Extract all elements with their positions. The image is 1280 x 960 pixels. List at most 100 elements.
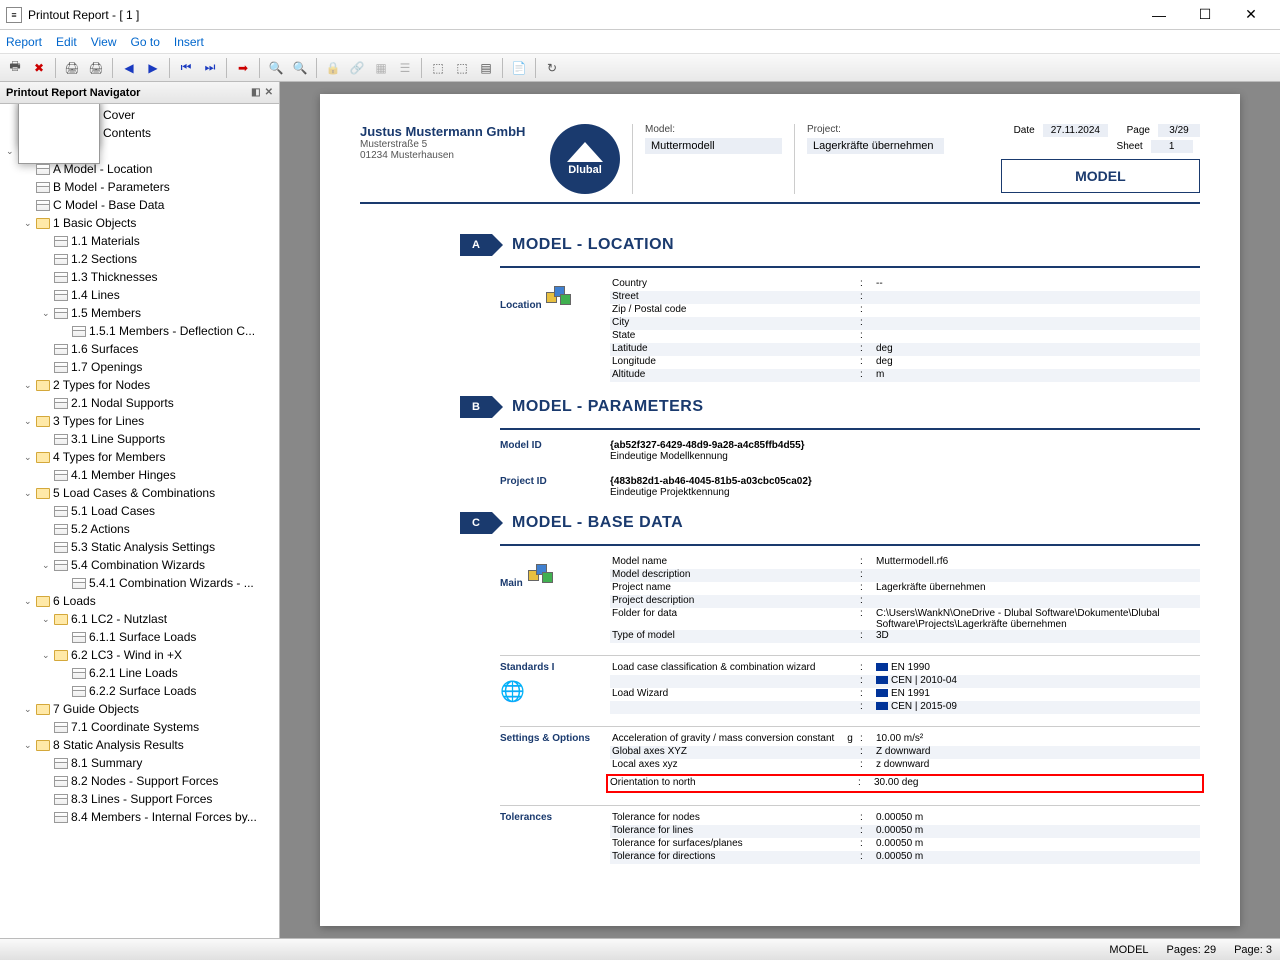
section-b-tag: B (460, 396, 492, 418)
tree-item[interactable]: A Model - Location (0, 160, 279, 178)
tree-item[interactable]: Contents (0, 124, 279, 142)
hl-sym (838, 777, 858, 790)
zoomin-icon[interactable]: 🔍 (265, 57, 287, 79)
tree-item[interactable]: 6.2.2 Surface Loads (0, 682, 279, 700)
page1-icon[interactable]: ⬚ (427, 57, 449, 79)
section-a-tag: A (460, 234, 492, 256)
tree-item[interactable]: ⌄1.5 Members (0, 304, 279, 322)
tree-item[interactable]: ⌄8 Static Analysis Results (0, 736, 279, 754)
document-viewport[interactable]: Justus Mustermann GmbH Musterstraße 5 01… (280, 82, 1280, 938)
navigator-tree[interactable]: CoverContents⌄RFEMA Model - LocationB Mo… (0, 104, 279, 938)
refresh-icon[interactable]: ↻ (541, 57, 563, 79)
tree-item[interactable]: 5.2 Actions (0, 520, 279, 538)
delete-icon[interactable]: ✖ (28, 57, 50, 79)
printer-icon[interactable]: 🖨 (61, 57, 83, 79)
color-icon[interactable]: ▤ (475, 57, 497, 79)
logo-text: Dlubal (568, 164, 602, 176)
tree-item[interactable]: ⌄3 Types for Lines (0, 412, 279, 430)
tree-item[interactable]: 6.1.1 Surface Loads (0, 628, 279, 646)
tree-item[interactable]: 8.4 Members - Internal Forces by... (0, 808, 279, 826)
doc-icon[interactable]: 📄 (508, 57, 530, 79)
tree-item[interactable]: 1.4 Lines (0, 286, 279, 304)
menu-report[interactable]: Report (6, 35, 42, 49)
tree-item[interactable]: 1.6 Surfaces (0, 340, 279, 358)
project-id-value: {483b82d1-ab46-4045-81b5-a03cbc05ca02} (610, 476, 1200, 487)
page-value: 3/29 (1158, 124, 1200, 137)
tree-item[interactable]: 4.1 Member Hinges (0, 466, 279, 484)
menu-view[interactable]: View (91, 35, 117, 49)
tree-item[interactable]: 8.3 Lines - Support Forces (0, 790, 279, 808)
model-id-sub: Eindeutige Modellkennung (610, 451, 1200, 462)
tree-item[interactable]: 1.1 Materials (0, 232, 279, 250)
hl-value: 30.00 deg (870, 777, 1202, 790)
model-box: MODEL (1001, 159, 1200, 193)
tree-item[interactable]: ⌄6 Loads (0, 592, 279, 610)
section-b-title: MODEL - PARAMETERS (512, 398, 704, 416)
tree-item[interactable]: 8.2 Nodes - Support Forces (0, 772, 279, 790)
tree-item[interactable]: 8.1 Summary (0, 754, 279, 772)
zoomout-icon[interactable]: 🔍 (289, 57, 311, 79)
section-a-title: MODEL - LOCATION (512, 236, 674, 254)
tree-item[interactable]: ⌄6.2 LC3 - Wind in +X (0, 646, 279, 664)
menu-go-to[interactable]: Go to (131, 35, 160, 49)
next-icon[interactable]: ▶ (142, 57, 164, 79)
tree-item[interactable]: ⌄6.1 LC2 - Nutzlast (0, 610, 279, 628)
app-icon: ≡ (6, 7, 22, 23)
minimize-button[interactable]: — (1136, 1, 1182, 29)
tree-item[interactable]: B Model - Parameters (0, 178, 279, 196)
pin-icon[interactable]: ◧ (251, 87, 260, 98)
prev-icon[interactable]: ◀ (118, 57, 140, 79)
tree-item[interactable]: 1.5.1 Members - Deflection C... (0, 322, 279, 340)
tree-item[interactable]: 5.4.1 Combination Wizards - ... (0, 574, 279, 592)
print-icon[interactable]: 🖶 (4, 57, 26, 79)
close-button[interactable]: ✕ (1228, 1, 1274, 29)
maximize-button[interactable]: ☐ (1182, 1, 1228, 29)
window-title: Printout Report - [ 1 ] (28, 8, 1136, 22)
model-label: Model: (645, 124, 782, 135)
tolerances-label: Tolerances (500, 812, 610, 864)
navigator-title: Printout Report Navigator (6, 87, 140, 99)
cubes-icon (526, 562, 554, 586)
model-info: Model: Muttermodell (632, 124, 782, 194)
tree-item[interactable]: 3.1 Line Supports (0, 430, 279, 448)
first-icon[interactable]: ⏮ (175, 57, 197, 79)
project-id-label: Project ID (500, 476, 610, 498)
last-icon[interactable]: ⏭ (199, 57, 221, 79)
standards-label: Standards I (500, 662, 554, 673)
tree-item[interactable]: 7.1 Coordinate Systems (0, 718, 279, 736)
hl-label: Orientation to north (608, 777, 838, 790)
tree-item[interactable]: ⌄2 Types for Nodes (0, 376, 279, 394)
tree-item[interactable]: 5.3 Static Analysis Settings (0, 538, 279, 556)
sheet-label: Sheet (1109, 141, 1143, 152)
dlubal-logo: Dlubal (550, 124, 620, 194)
tree-item[interactable]: 1.7 Openings (0, 358, 279, 376)
status-pages: Pages: 29 (1167, 944, 1217, 956)
model-value: Muttermodell (645, 138, 782, 154)
link-icon[interactable]: 🔗 (346, 57, 368, 79)
list-icon[interactable]: ☰ (394, 57, 416, 79)
page2-icon[interactable]: ⬚ (451, 57, 473, 79)
printer2-icon[interactable]: 🖨 (85, 57, 107, 79)
tree-item[interactable]: ⌄5.4 Combination Wizards (0, 556, 279, 574)
tree-item[interactable]: 5.1 Load Cases (0, 502, 279, 520)
lock-icon[interactable]: 🔒 (322, 57, 344, 79)
tree-item[interactable]: C Model - Base Data (0, 196, 279, 214)
tree-item[interactable]: 6.2.1 Line Loads (0, 664, 279, 682)
menu-edit[interactable]: Edit (56, 35, 77, 49)
panel-close-icon[interactable]: ✕ (265, 87, 273, 98)
tree-item[interactable]: 1.3 Thicknesses (0, 268, 279, 286)
tree-item[interactable]: ⌄1 Basic Objects (0, 214, 279, 232)
tree-item[interactable]: ⌄7 Guide Objects (0, 700, 279, 718)
tree-item[interactable]: ⌄4 Types for Members (0, 448, 279, 466)
navigator-panel: Printout Report Navigator ◧ ✕ CoverConten… (0, 82, 280, 938)
grid-icon[interactable]: ▦ (370, 57, 392, 79)
tree-item[interactable]: ⌄5 Load Cases & Combinations (0, 484, 279, 502)
tree-item[interactable]: 1.2 Sections (0, 250, 279, 268)
project-label: Project: (807, 124, 944, 135)
project-id-sub: Eindeutige Projektkennung (610, 487, 1200, 498)
main-label: Main (500, 578, 523, 589)
tree-item[interactable]: 2.1 Nodal Supports (0, 394, 279, 412)
report-page: Justus Mustermann GmbH Musterstraße 5 01… (320, 94, 1240, 926)
goto-icon[interactable]: ➡ (232, 57, 254, 79)
menu-insert[interactable]: Insert (174, 35, 204, 49)
